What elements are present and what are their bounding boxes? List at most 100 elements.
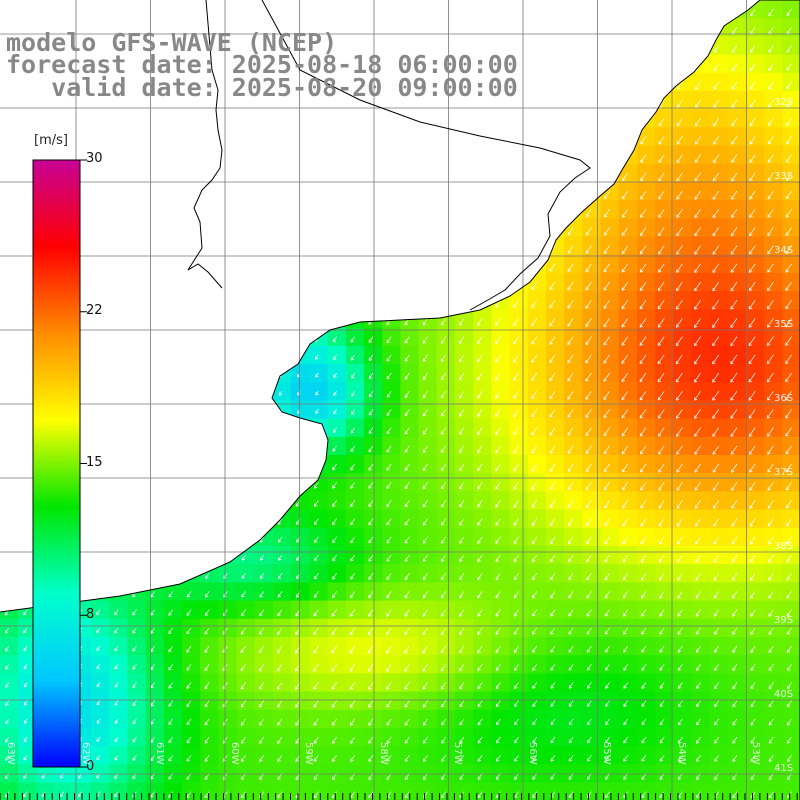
wind-arrow (368, 263, 374, 271)
wind-arrow (386, 245, 392, 253)
wind-cell (418, 400, 438, 420)
wind-arrow (368, 172, 374, 180)
wind-arrow (204, 663, 210, 671)
wind-cell (0, 637, 19, 656)
wind-cell (364, 182, 383, 201)
wind-cell (527, 473, 547, 492)
wind-arrow (350, 463, 356, 471)
wind-cell (18, 0, 37, 19)
wind-arrow (640, 99, 647, 108)
wind-cell (200, 509, 219, 529)
wind-cell (182, 273, 201, 292)
wind-arrow (568, 572, 574, 581)
wind-cell (309, 709, 329, 729)
wind-arrow (22, 536, 28, 544)
wind-cell (509, 218, 529, 238)
wind-cell (728, 473, 747, 492)
wind-arrow (767, 245, 774, 255)
wind-arrow (422, 190, 428, 198)
wind-arrow (675, 336, 683, 347)
wind-arrow (404, 736, 410, 744)
wind-arrow (313, 481, 319, 489)
wind-cell (273, 291, 292, 310)
wind-arrow (168, 609, 174, 616)
wind-cell (527, 673, 547, 693)
wind-cell (273, 746, 292, 765)
wind-cell (709, 618, 729, 638)
wind-arrow (441, 136, 447, 144)
wind-arrow (368, 299, 374, 307)
wind-cell (291, 618, 310, 638)
wind-arrow (531, 281, 538, 290)
wind-cell (509, 200, 529, 219)
wind-arrow (694, 427, 701, 437)
wind-cell (291, 273, 310, 292)
wind-cell (127, 127, 147, 147)
wind-cell (655, 691, 674, 711)
wind-arrow (730, 245, 738, 255)
wind-cell (273, 109, 292, 128)
wind-arrow (514, 754, 519, 762)
wind-arrow (313, 136, 319, 144)
wind-cell (382, 254, 401, 274)
wind-arrow (459, 245, 465, 253)
wind-cell (473, 527, 492, 547)
wind-cell (182, 709, 201, 729)
wind-cell (673, 254, 693, 274)
wind-cell (145, 782, 165, 800)
wind-arrow (458, 336, 465, 344)
wind-arrow (640, 154, 647, 163)
wind-arrow (459, 263, 465, 271)
wind-arrow (785, 263, 792, 273)
wind-arrow (731, 190, 738, 200)
wind-cell (345, 455, 365, 474)
wind-arrow (676, 154, 683, 163)
wind-arrow (441, 154, 447, 162)
wind-arrow (786, 645, 792, 653)
wind-arrow (495, 263, 501, 272)
wind-arrow (786, 773, 792, 781)
wind-arrow (731, 63, 738, 72)
wind-cell (491, 582, 511, 602)
wind-cell (364, 673, 383, 693)
wind-cell (637, 72, 656, 92)
wind-cell (728, 491, 747, 511)
wind-arrow (4, 172, 10, 180)
wind-arrow (168, 190, 174, 198)
wind-cell (436, 218, 456, 238)
wind-arrow (712, 208, 720, 218)
wind-cell (309, 600, 329, 620)
wind-arrow (187, 299, 192, 306)
wind-arrow (4, 263, 10, 271)
wind-cell (655, 182, 674, 201)
wind-cell (709, 345, 729, 365)
wind-arrow (768, 627, 774, 635)
wind-cell (564, 327, 583, 347)
wind-arrow (4, 299, 10, 307)
wind-cell (291, 782, 310, 800)
wind-arrow (168, 463, 174, 471)
wind-arrow (531, 81, 538, 89)
wind-arrow (204, 354, 210, 362)
wind-arrow (132, 627, 137, 634)
wind-cell (200, 527, 219, 547)
wind-cell (709, 182, 729, 201)
wind-arrow (168, 372, 174, 380)
wind-arrow (259, 463, 265, 471)
wind-cell (327, 182, 347, 201)
wind-cell (418, 782, 438, 800)
wind-cell (655, 291, 674, 310)
wind-cell (637, 746, 656, 765)
wind-cell (163, 564, 183, 583)
wind-cell (709, 145, 729, 165)
wind-arrow (585, 263, 592, 273)
wind-arrow (205, 572, 210, 579)
wind-arrow (567, 172, 574, 181)
wind-cell (127, 673, 147, 693)
wind-arrow (4, 336, 10, 344)
wind-cell (673, 309, 693, 329)
wind-arrow (639, 354, 647, 365)
wind-arrow (150, 554, 155, 562)
wind-cell (527, 91, 547, 110)
wind-arrow (386, 263, 392, 271)
